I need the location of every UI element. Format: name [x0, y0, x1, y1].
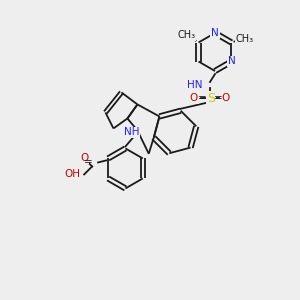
Text: OH: OH	[64, 169, 80, 179]
Text: N: N	[228, 56, 235, 67]
Text: O: O	[80, 153, 88, 164]
Text: S: S	[207, 92, 215, 104]
Text: CH₃: CH₃	[236, 34, 253, 44]
Text: CH₃: CH₃	[178, 31, 196, 40]
Text: =: =	[84, 158, 92, 167]
Text: N: N	[211, 28, 219, 38]
Text: =: =	[198, 93, 206, 103]
Text: O: O	[190, 93, 198, 103]
Text: NH: NH	[124, 128, 140, 137]
Text: O: O	[222, 93, 230, 103]
Text: HN: HN	[187, 80, 202, 90]
Text: =: =	[214, 93, 222, 103]
